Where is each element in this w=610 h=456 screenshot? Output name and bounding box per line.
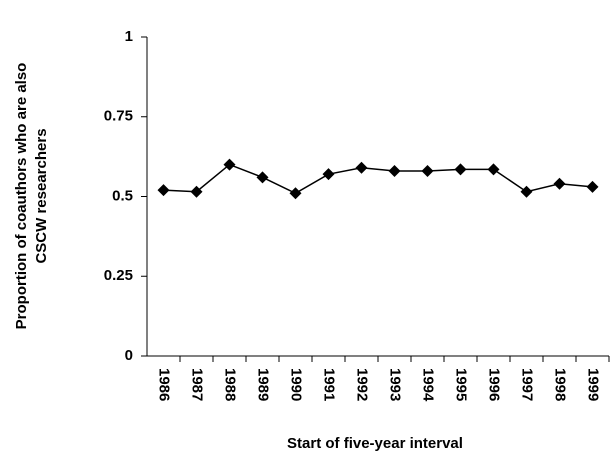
x-tick-label: 1992 [354, 368, 371, 401]
line [163, 163, 593, 195]
x-tick-label: 1989 [255, 368, 272, 401]
y-tick-label: 1 [125, 28, 133, 45]
x-tick-label: 1991 [321, 368, 338, 401]
x-axis-title: Start of five-year interval [287, 435, 463, 452]
marker [553, 177, 566, 190]
y-tick-label: 0.25 [104, 267, 133, 284]
x-tick-label: 1997 [519, 368, 536, 401]
marker [355, 161, 368, 174]
y-axis-title: Proportion of coauthors who are also [13, 63, 30, 330]
x-tick-label: 1988 [222, 368, 239, 401]
x-tick-label: 1995 [453, 368, 470, 401]
marker [454, 163, 467, 176]
x-tick-label: 1996 [486, 368, 503, 401]
x-tick-label: 1990 [288, 368, 305, 401]
y-tick-label: 0.75 [104, 108, 133, 125]
marker [223, 158, 236, 171]
marker [157, 184, 170, 197]
marker [256, 171, 269, 184]
marker [421, 164, 434, 177]
marker [388, 164, 401, 177]
x-tick-label: 1993 [387, 368, 404, 401]
x-tick-label: 1994 [420, 368, 437, 402]
marker [487, 163, 500, 176]
x-tick-label: 1998 [552, 368, 569, 401]
marker [586, 180, 599, 193]
marker [289, 187, 302, 200]
x-tick-label: 1987 [189, 368, 206, 401]
marker [322, 168, 335, 181]
y-tick-label: 0.5 [112, 187, 133, 204]
marker [190, 185, 203, 198]
marker [520, 185, 533, 198]
y-tick-label: 0 [125, 347, 133, 364]
x-tick-label: 1999 [585, 368, 602, 401]
x-tick-label: 1986 [156, 368, 173, 401]
y-axis-title: CSCW researchers [33, 128, 50, 263]
